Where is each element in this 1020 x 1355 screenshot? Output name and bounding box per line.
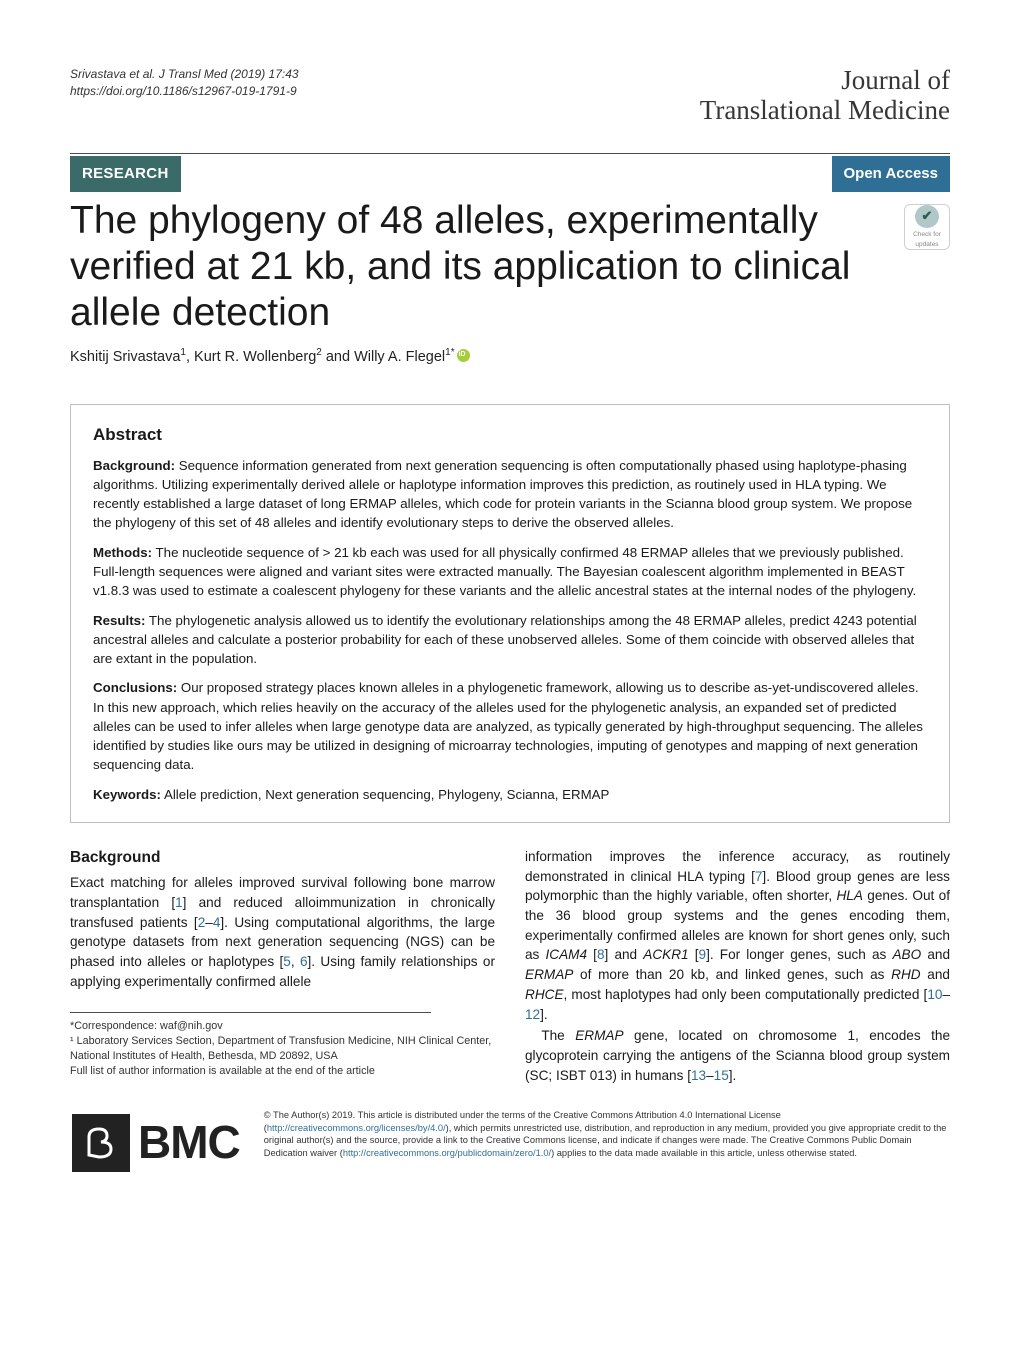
author-line: Kshitij Srivastava1, Kurt R. Wollenberg2… [70,346,950,368]
bmc-mark-icon [72,1114,130,1172]
text-frag: [ [689,947,699,962]
text-frag: ]. For longer genes, such as [706,947,892,962]
abs-results-label: Results: [93,613,145,628]
abs-background-text: Sequence information generated from next… [93,458,912,531]
author-3: Willy A. Flegel [354,349,445,365]
gene-ermap-2: ERMAP [575,1028,623,1043]
article-title: The phylogeny of 48 alleles, experimenta… [70,198,892,336]
abs-results-text: The phylogenetic analysis allowed us to … [93,613,917,667]
header-bar: Srivastava et al. J Transl Med (2019) 17… [70,66,950,125]
background-paragraph-right-2: The ERMAP gene, located on chromosome 1,… [525,1026,950,1085]
text-frag: – [942,987,950,1002]
journal-name: Journal of Translational Medicine [700,66,950,125]
gene-icam4: ICAM4 [546,947,588,962]
text-frag: , most haplotypes had only been computat… [564,987,928,1002]
full-author-list-note: Full list of author information is avail… [70,1064,495,1079]
footnote-rule [70,1012,431,1013]
author-3-aff: 1* [445,347,454,358]
author-2-aff: 2 [316,347,322,358]
left-column: Background Exact matching for alleles im… [70,847,495,1085]
crossmark-label: Check for updates [905,230,949,249]
abstract-conclusions: Conclusions: Our proposed strategy place… [93,678,927,774]
gene-ackr1: ACKR1 [643,947,688,962]
gene-rhce: RHCE [525,987,564,1002]
text-frag: and [921,947,950,962]
ref-10[interactable]: 10 [927,987,942,1002]
ref-6[interactable]: 6 [300,954,308,969]
ref-12[interactable]: 12 [525,1007,540,1022]
top-rule [70,153,950,154]
abs-conclusions-text: Our proposed strategy places known allel… [93,680,923,772]
text-frag: – [205,915,213,930]
abstract-methods: Methods: The nucleotide sequence of > 21… [93,543,927,601]
gene-abo: ABO [892,947,921,962]
gene-ermap: ERMAP [525,967,573,982]
ref-1[interactable]: 1 [175,895,183,910]
abs-keywords-text: Allele prediction, Next generation seque… [161,787,609,802]
crossmark-badge[interactable]: ✔ Check for updates [904,204,950,250]
abstract-heading: Abstract [93,423,927,448]
text-frag: ] and [605,947,644,962]
author-1-aff: 1 [180,347,186,358]
citation-line-2: https://doi.org/10.1186/s12967-019-1791-… [70,83,299,100]
ref-13[interactable]: 13 [691,1068,706,1083]
orcid-icon[interactable] [457,349,470,362]
abs-keywords-label: Keywords: [93,787,161,802]
ref-15[interactable]: 15 [714,1068,729,1083]
open-access-badge: Open Access [832,156,951,192]
badge-row: RESEARCH Open Access [70,156,950,192]
background-paragraph-left: Exact matching for alleles improved surv… [70,873,495,991]
background-paragraph-right-1: information improves the inference accur… [525,847,950,1024]
correspondence-line: *Correspondence: waf@nih.gov [70,1019,495,1034]
cc-by-link[interactable]: http://creativecommons.org/licenses/by/4… [267,1123,446,1133]
text-frag: – [706,1068,714,1083]
citation-line-1: Srivastava et al. J Transl Med (2019) 17… [70,66,299,83]
title-row: The phylogeny of 48 alleles, experimenta… [70,198,950,336]
text-frag: ]. [729,1068,737,1083]
right-column: information improves the inference accur… [525,847,950,1085]
text-frag: of more than 20 kb, and linked genes, su… [573,967,891,982]
bmc-logo: BMC [72,1109,240,1176]
ref-5[interactable]: 5 [283,954,291,969]
text-frag: ]. [540,1007,548,1022]
text-frag: and [921,967,950,982]
abstract-background: Background: Sequence information generat… [93,456,927,533]
abs-methods-label: Methods: [93,545,152,560]
page: Srivastava et al. J Transl Med (2019) 17… [0,0,1020,1206]
abstract-results: Results: The phylogenetic analysis allow… [93,611,927,669]
bmc-text: BMC [138,1109,240,1176]
text-frag: , [291,954,300,969]
abs-conclusions-label: Conclusions: [93,680,177,695]
affiliation-1: ¹ Laboratory Services Section, Departmen… [70,1034,495,1064]
abs-methods-text: The nucleotide sequence of > 21 kb each … [93,545,916,599]
author-1: Kshitij Srivastava [70,349,180,365]
license-row: BMC © The Author(s) 2019. This article i… [70,1109,950,1176]
citation-block: Srivastava et al. J Transl Med (2019) 17… [70,66,299,100]
gene-rhd: RHD [891,967,920,982]
footnotes: *Correspondence: waf@nih.gov ¹ Laborator… [70,1019,495,1079]
text-frag: [ [587,947,597,962]
author-2: Kurt R. Wollenberg [194,349,316,365]
journal-line-2: Translational Medicine [700,96,950,126]
cc0-link[interactable]: http://creativecommons.org/publicdomain/… [343,1148,551,1158]
ref-9[interactable]: 9 [699,947,707,962]
license-text: © The Author(s) 2019. This article is di… [264,1109,948,1159]
background-section-heading: Background [70,847,495,869]
ref-8[interactable]: 8 [597,947,605,962]
research-badge: RESEARCH [70,156,181,192]
abstract-keywords: Keywords: Allele prediction, Next genera… [93,785,927,804]
journal-line-1: Journal of [700,66,950,96]
abs-background-label: Background: [93,458,175,473]
two-column-body: Background Exact matching for alleles im… [70,847,950,1085]
license-frag: ) applies to the data made available in … [551,1148,857,1158]
gene-hla: HLA [836,888,862,903]
abstract-box: Abstract Background: Sequence informatio… [70,404,950,823]
text-frag: The [541,1028,575,1043]
crossmark-icon: ✔ [915,205,939,228]
